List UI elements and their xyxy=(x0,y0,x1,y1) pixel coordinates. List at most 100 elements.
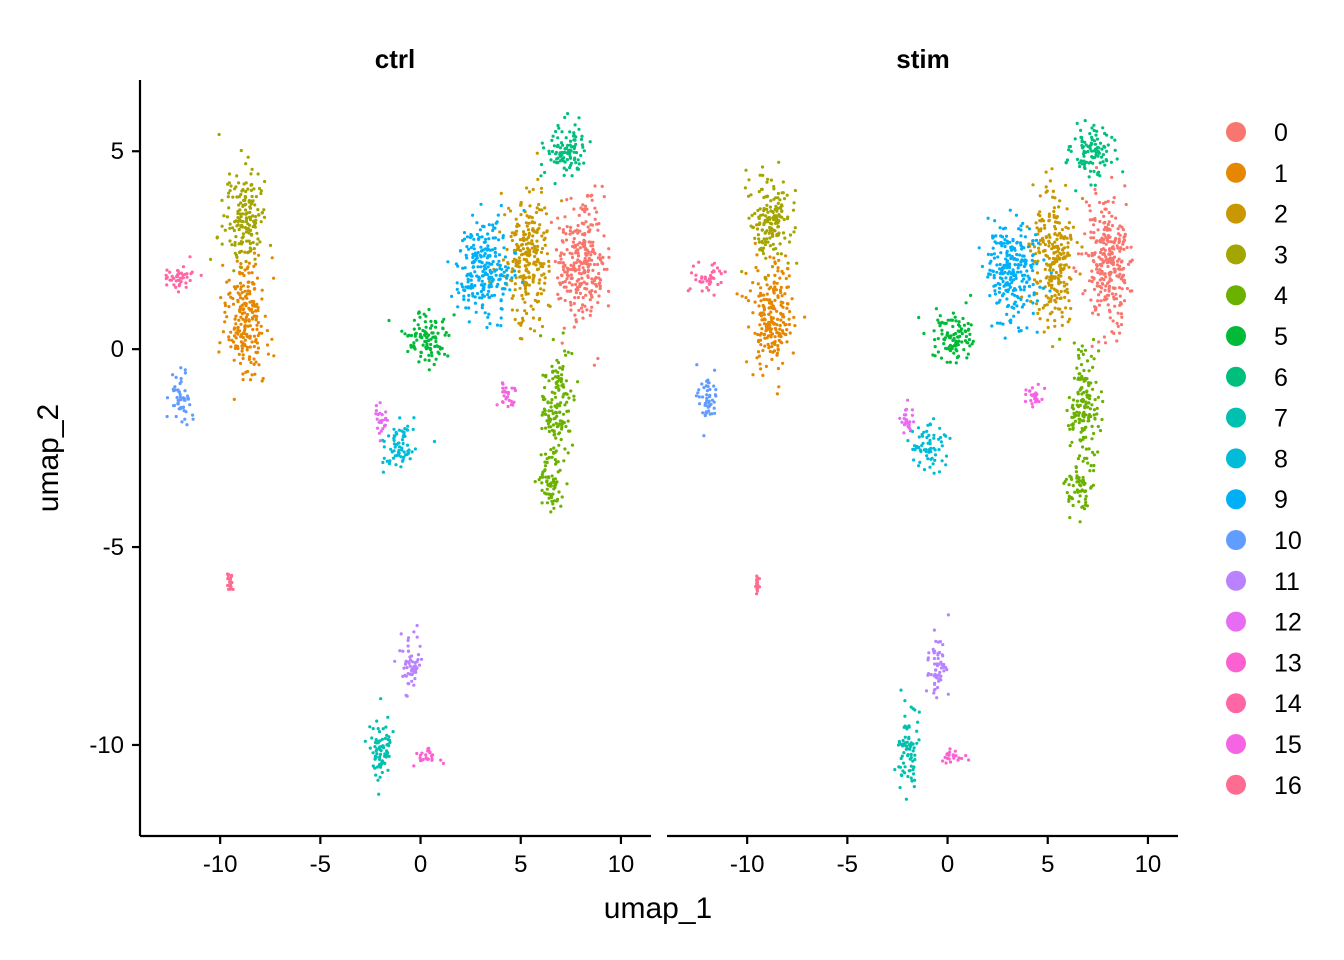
point-stim-cluster-7-0-19 xyxy=(899,773,904,777)
point-ctrl-cluster-9-0-168 xyxy=(464,306,468,310)
point-ctrl-cluster-2-0-131 xyxy=(510,267,515,271)
point-stim-cluster-0-0-181 xyxy=(1121,228,1125,232)
point-stim-cluster-2-0-119 xyxy=(1058,251,1062,255)
point-ctrl-cluster-5-0-82 xyxy=(420,336,424,340)
point-stim-cluster-6-0-20 xyxy=(1094,133,1098,137)
point-ctrl-cluster-1-0-210 xyxy=(244,295,248,299)
point-stim-cluster-7-0-8 xyxy=(903,714,907,718)
point-ctrl-cluster-9-0-60 xyxy=(486,244,490,248)
point-stim-cluster-6-0-91 xyxy=(1090,135,1094,139)
point-ctrl-cluster-5-0-18 xyxy=(447,333,451,338)
point-ctrl-cluster-3-0-98 xyxy=(235,174,239,178)
point-ctrl-cluster-11-0-48 xyxy=(406,649,411,653)
point-stim-cluster-4-0-60 xyxy=(1072,376,1076,380)
point-stim-cluster-9-0-62 xyxy=(1012,314,1016,318)
point-ctrl-cluster-4-1-4 xyxy=(544,475,548,479)
point-ctrl-cluster-4-0-38 xyxy=(547,414,551,418)
point-stim-cluster-1-0-206 xyxy=(769,320,773,324)
point-ctrl-cluster-9-0-127 xyxy=(487,237,491,241)
point-stim-cluster-0-0-100 xyxy=(1117,257,1121,261)
point-ctrl-cluster-0-0-248 xyxy=(569,196,573,200)
point-ctrl-cluster-3-0-125 xyxy=(246,226,250,231)
point-ctrl-cluster-0-0-236 xyxy=(588,313,592,317)
point-stim-cluster-8-0-49 xyxy=(937,470,942,474)
point-stim-cluster-11-0-5 xyxy=(936,685,940,690)
point-stim-cluster-0-0-240 xyxy=(1099,248,1104,252)
point-stim-cluster-9-0-52 xyxy=(993,219,997,223)
point-stim-cluster-14-0-20 xyxy=(688,287,692,291)
point-stim-cluster-0-0-205 xyxy=(1119,260,1123,264)
point-ctrl-cluster-4-1-53 xyxy=(553,484,557,488)
point-stim-cluster-5-0-81 xyxy=(953,344,957,348)
point-ctrl-cluster-0-0-103 xyxy=(577,213,581,217)
point-stim-cluster-2-0-192 xyxy=(1041,238,1045,242)
point-ctrl-cluster-8-0-7 xyxy=(381,470,385,474)
legend-key-5 xyxy=(1226,326,1246,346)
point-ctrl-cluster-1-0-132 xyxy=(227,278,231,282)
point-stim-cluster-11-0-34 xyxy=(933,682,937,687)
point-ctrl-cluster-13-0-22 xyxy=(428,750,432,754)
point-ctrl-cluster-3-0-168 xyxy=(225,215,229,219)
point-stim-cluster-4-0-120 xyxy=(1080,426,1084,431)
point-stim-cluster-1-0-147 xyxy=(753,241,757,245)
point-ctrl-cluster-4-0-103 xyxy=(550,409,554,413)
point-ctrl-cluster-14-0-0 xyxy=(184,285,188,289)
point-ctrl-cluster-9-0-67 xyxy=(510,276,514,280)
point-stim-cluster-9-0-243 xyxy=(1025,269,1029,273)
point-ctrl-cluster-3-0-109 xyxy=(233,220,237,224)
point-ctrl-cluster-2-0-123 xyxy=(537,202,541,207)
point-stim-cluster-5-0-11 xyxy=(971,339,975,343)
point-ctrl-cluster-3-0-81 xyxy=(246,187,250,191)
point-ctrl-cluster-4-0-0 xyxy=(543,386,547,390)
point-ctrl-cluster-0-0-174 xyxy=(557,226,562,230)
point-ctrl-cluster-2-0-20 xyxy=(542,262,546,266)
point-ctrl-cluster-0-0-115 xyxy=(574,261,579,265)
point-ctrl-cluster-2-0-196 xyxy=(522,233,526,237)
point-stim-cluster-4-0-82 xyxy=(1075,399,1079,403)
point-stim-cluster-9-0-2 xyxy=(1022,288,1026,292)
point-stim-cluster-1-0-185 xyxy=(787,274,791,278)
point-ctrl-cluster-5-0-73 xyxy=(423,320,427,324)
point-ctrl-cluster-5-0-93 xyxy=(427,368,431,372)
point-ctrl-cluster-3-0-74 xyxy=(232,269,236,273)
point-stim-cluster-1-0-157 xyxy=(766,342,770,346)
point-ctrl-cluster-10-0-15 xyxy=(174,414,178,419)
point-stim-cluster-4-1-54 xyxy=(1077,476,1081,480)
point-stim-cluster-9-0-194 xyxy=(988,294,992,298)
point-ctrl-cluster-5-0-26 xyxy=(400,329,404,333)
point-ctrl-cluster-11-0-17 xyxy=(406,672,410,676)
point-ctrl-cluster-3-0-131 xyxy=(232,228,236,233)
point-stim-cluster-15-0-1 xyxy=(1031,405,1035,409)
point-ctrl-cluster-2-0-180 xyxy=(507,206,511,210)
point-stim-cluster-11-0-53 xyxy=(936,662,940,667)
point-stim-cluster-1-0-51 xyxy=(763,344,767,348)
point-stim-cluster-7-0-11 xyxy=(906,774,910,779)
point-stim-cluster-3-0-160 xyxy=(763,243,768,247)
point-stim-cluster-1-0-212 xyxy=(757,338,761,343)
point-stim-cluster-8-0-40 xyxy=(925,435,929,440)
point-ctrl-cluster-0-0-200 xyxy=(585,253,589,257)
point-stim-cluster-2-0-212 xyxy=(1063,256,1067,260)
point-stim-cluster-14-0-1 xyxy=(719,280,723,285)
point-ctrl-cluster-1-0-0 xyxy=(235,259,239,263)
point-ctrl-cluster-15-0-18 xyxy=(502,394,506,398)
point-stim-cluster-11-0-35 xyxy=(939,660,943,664)
point-stim-cluster-9-0-208 xyxy=(1048,289,1052,293)
point-stim-cluster-2-0-233 xyxy=(1057,231,1062,235)
point-ctrl-cluster-2-0-177 xyxy=(526,228,531,232)
point-ctrl-cluster-2-0-160 xyxy=(547,264,551,268)
point-stim-cluster-13-0-15 xyxy=(941,759,945,763)
point-stim-cluster-2-0-247 xyxy=(1036,259,1040,263)
point-stim-cluster-8-0-47 xyxy=(915,446,920,450)
point-ctrl-cluster-0-0-106 xyxy=(569,225,573,229)
point-stim-cluster-1-0-178 xyxy=(779,318,783,322)
point-stim-cluster-9-0-117 xyxy=(998,286,1002,290)
point-ctrl-cluster-0-0-202 xyxy=(561,261,566,265)
point-stim-cluster-0-0-250 xyxy=(1107,247,1112,251)
point-ctrl-cluster-0-0-6 xyxy=(605,267,609,271)
point-stim-cluster-3-0-164 xyxy=(772,187,776,191)
point-stim-cluster-4-0-141 xyxy=(1072,415,1076,419)
point-ctrl-cluster-1-0-68 xyxy=(240,312,244,316)
point-stim-cluster-0-0-270 xyxy=(1099,240,1103,244)
point-ctrl-cluster-5-0-27 xyxy=(419,354,423,358)
